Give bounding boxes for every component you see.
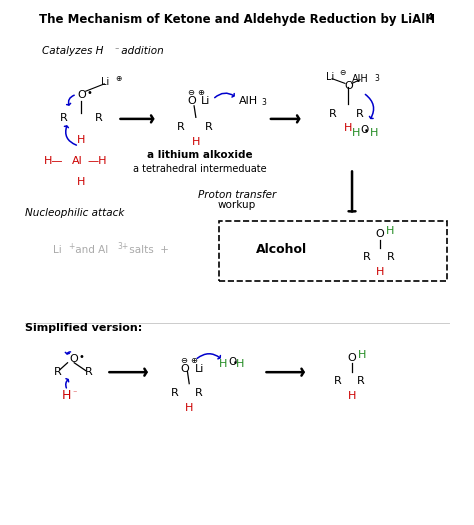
Text: H: H <box>348 391 356 401</box>
Text: •: • <box>364 127 369 136</box>
Text: H: H <box>386 226 395 236</box>
Text: Simplified version:: Simplified version: <box>25 323 142 333</box>
Text: 3: 3 <box>261 98 266 107</box>
Text: addition: addition <box>118 46 164 56</box>
Text: R: R <box>95 113 103 123</box>
Text: H: H <box>185 403 193 413</box>
Text: Catalyzes H: Catalyzes H <box>42 46 104 56</box>
Text: O: O <box>187 96 196 106</box>
Text: a lithium alkoxide: a lithium alkoxide <box>146 151 252 161</box>
Text: •: • <box>233 359 237 368</box>
Text: and Al: and Al <box>73 246 109 256</box>
Text: R: R <box>205 122 213 132</box>
Text: H: H <box>236 359 244 369</box>
Text: ⊕: ⊕ <box>197 88 204 97</box>
Text: workup: workup <box>218 200 256 210</box>
Text: H: H <box>370 128 378 138</box>
Text: O: O <box>347 353 356 363</box>
Text: R: R <box>54 367 62 377</box>
Text: H: H <box>191 138 200 148</box>
Text: O: O <box>375 229 384 239</box>
Text: R: R <box>171 388 179 398</box>
Text: R: R <box>334 376 341 386</box>
Text: R: R <box>85 367 92 377</box>
Text: H: H <box>62 389 72 402</box>
Text: ⁻: ⁻ <box>114 45 118 54</box>
Text: R: R <box>60 113 67 123</box>
Text: H: H <box>376 267 384 277</box>
Text: •: • <box>78 352 84 362</box>
Text: H: H <box>77 135 85 145</box>
Text: a tetrahedral intermeduate: a tetrahedral intermeduate <box>133 163 266 173</box>
Text: R: R <box>176 122 184 132</box>
Text: salts  +: salts + <box>126 246 168 256</box>
Text: 3: 3 <box>374 74 379 83</box>
Text: H: H <box>357 351 366 361</box>
Text: Li: Li <box>101 77 109 87</box>
Text: ⊕: ⊕ <box>190 355 197 365</box>
Text: R: R <box>356 109 364 119</box>
Text: Nucleophilic attack: Nucleophilic attack <box>25 208 124 218</box>
Text: R: R <box>329 109 337 119</box>
Text: Proton transfer: Proton transfer <box>198 190 276 200</box>
Text: AlH: AlH <box>352 74 368 83</box>
Text: ⊖: ⊖ <box>187 88 194 97</box>
Text: 3+: 3+ <box>118 243 129 251</box>
Text: R: R <box>357 376 365 386</box>
Text: H: H <box>77 176 85 186</box>
Text: ⊖: ⊖ <box>339 68 346 77</box>
Text: Al: Al <box>72 156 82 166</box>
Text: Alcohol: Alcohol <box>255 243 307 256</box>
FancyBboxPatch shape <box>219 220 447 281</box>
Text: R: R <box>363 253 371 262</box>
Text: +: + <box>68 243 74 251</box>
Text: Li: Li <box>326 72 334 82</box>
Text: H: H <box>219 359 227 369</box>
Text: O: O <box>228 356 237 367</box>
Text: Li: Li <box>195 363 204 373</box>
Text: ⁻: ⁻ <box>72 388 76 397</box>
Text: The Mechanism of Ketone and Aldehyde Reduction by LiAlH: The Mechanism of Ketone and Aldehyde Red… <box>39 13 435 26</box>
Text: •: • <box>86 88 92 98</box>
Text: 4: 4 <box>427 13 433 22</box>
Text: O: O <box>181 363 189 373</box>
Text: O: O <box>360 125 369 135</box>
Text: R: R <box>387 253 395 262</box>
Text: H—: H— <box>44 156 64 166</box>
Text: Li: Li <box>54 246 62 256</box>
Text: —H: —H <box>88 156 108 166</box>
Text: H: H <box>351 128 360 138</box>
Text: O: O <box>69 354 78 364</box>
Text: R: R <box>195 388 203 398</box>
Text: ⊖: ⊖ <box>181 355 187 365</box>
Text: Li: Li <box>201 96 211 106</box>
Text: O: O <box>77 90 86 100</box>
Text: AlH: AlH <box>238 96 258 106</box>
Text: H: H <box>344 123 353 133</box>
Text: ⊕: ⊕ <box>116 74 122 82</box>
Text: O: O <box>344 81 353 91</box>
